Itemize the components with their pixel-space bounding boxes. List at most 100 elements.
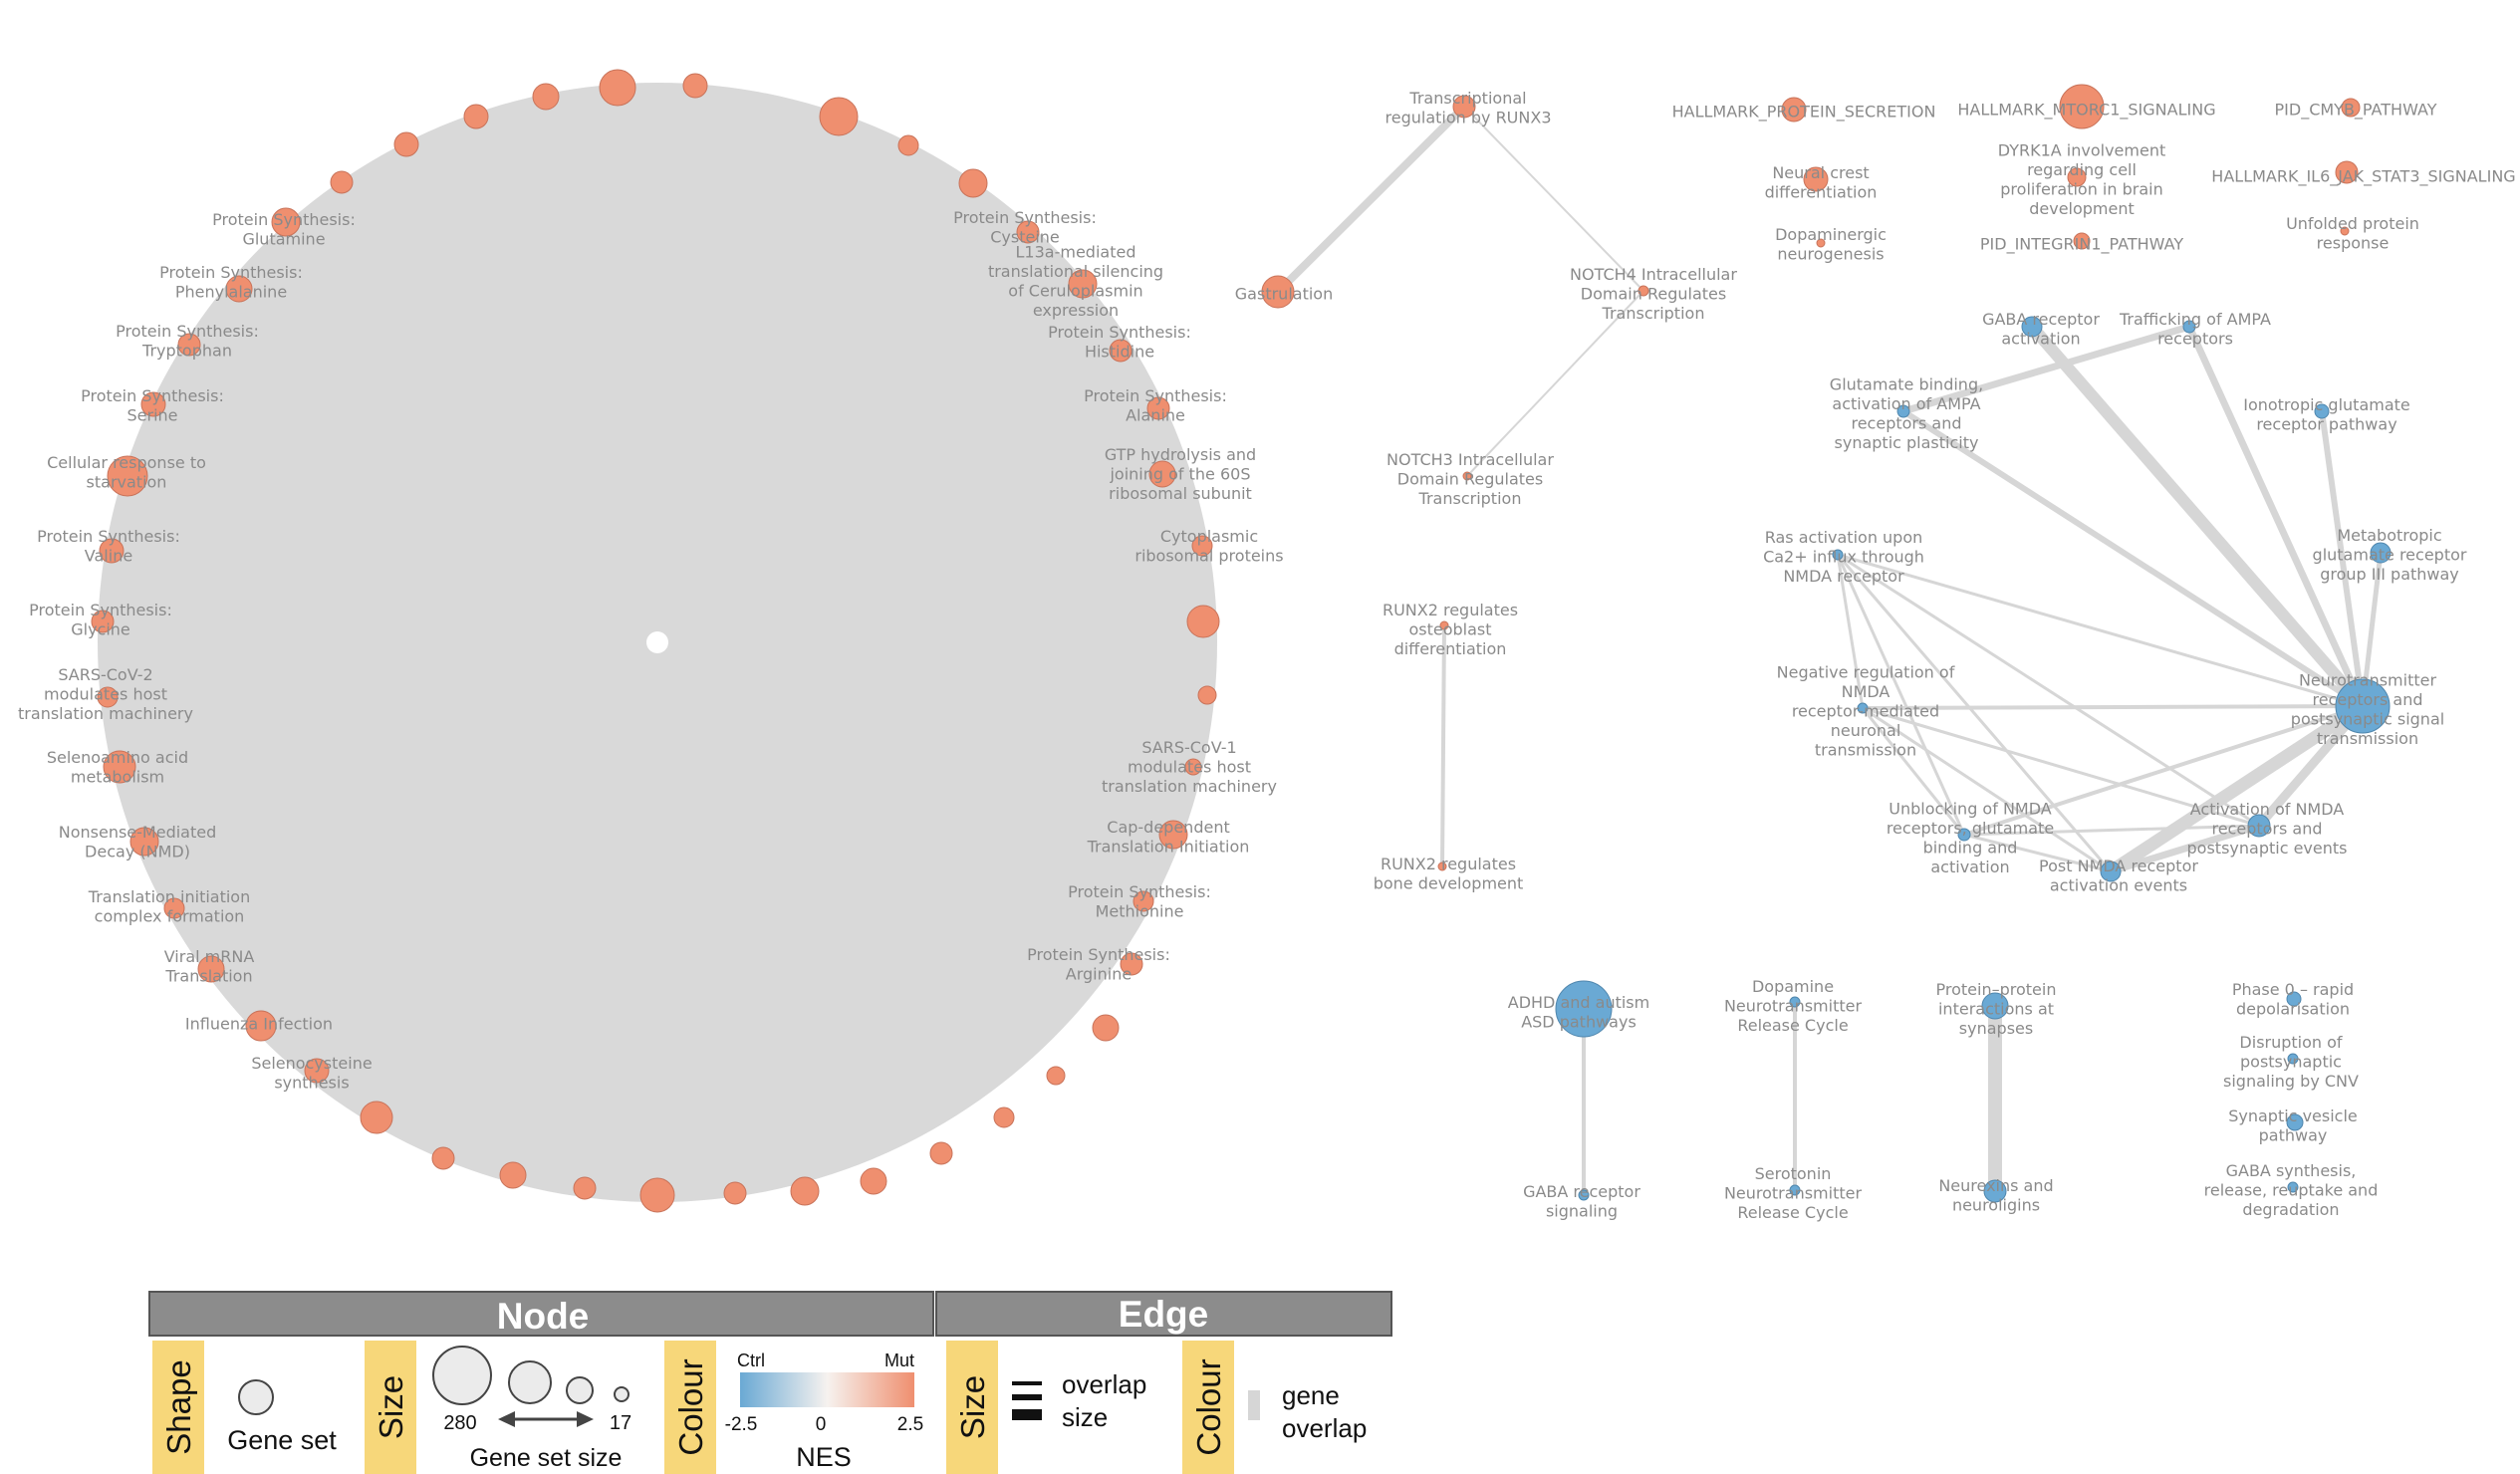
node-cluster-33 <box>129 827 159 857</box>
node-hallmark-protein-secretion <box>1781 97 1807 123</box>
node-cluster-42 <box>271 207 301 237</box>
node-cluster-39 <box>140 391 166 417</box>
label-network-24: Activation of NMDA receptors and postsynap… <box>2187 800 2348 858</box>
label-cluster-20: SARS-CoV-1 modulates host translation mach… <box>1102 738 1277 796</box>
label-cluster-19: Cytoplasmic ribosomal proteins <box>1134 527 1283 566</box>
legend-shape-circle <box>238 1379 274 1415</box>
label-cluster-23: Protein Synthesis: Arginine <box>1027 945 1170 984</box>
label-cluster-17: Protein Synthesis: Alanine <box>1084 386 1227 425</box>
legend-colour-tag-text: Colour <box>672 1358 709 1455</box>
legend-size-circle-small <box>566 1376 594 1404</box>
legend-gene-overlap-swatch <box>1248 1390 1260 1420</box>
legend-nes-max: 2.5 <box>897 1414 923 1435</box>
node-cluster-20 <box>929 1141 953 1165</box>
node-cluster-40 <box>177 333 201 357</box>
edge-iono-nt <box>2319 408 2366 709</box>
label-network-30: Protein–protein interactions at synapses <box>1936 980 2057 1038</box>
label-cluster-3: Protein Synthesis: Serine <box>81 386 224 425</box>
label-network-3: NOTCH3 Intracellular Domain Regulates Tran… <box>1386 450 1554 508</box>
cluster-center-marker <box>646 631 668 653</box>
legend-edge-size-tag <box>946 1341 998 1474</box>
legend: Node Edge Shape Gene set Size 280 17 Gen… <box>148 1291 1392 1474</box>
label-network-7: Neural crest differentiation <box>1765 163 1878 202</box>
node-cluster-5 <box>1016 220 1040 244</box>
node-cluster-37 <box>99 538 125 564</box>
edge-ras-act <box>1836 553 2261 828</box>
node-cluster-41 <box>225 275 253 303</box>
node-runx3 <box>1452 95 1476 119</box>
node-neurotransmitter <box>2335 678 2391 734</box>
legend-edge-size-tag-text: Size <box>954 1375 991 1439</box>
node-runx2-bone <box>1437 861 1447 871</box>
node-synaptic-vesicle <box>2286 1113 2304 1131</box>
legend-size-min: 17 <box>610 1412 631 1434</box>
label-network-32: Phase 0 – rapid depolarisation <box>2232 980 2354 1019</box>
node-dyrk1a <box>2067 167 2087 187</box>
node-cluster-44 <box>393 131 419 157</box>
node-cluster-36 <box>91 610 115 633</box>
legend-size-circle-large <box>432 1346 492 1405</box>
label-cluster-4: Cellular response to starvation <box>47 453 206 492</box>
edge-neg-unb <box>1861 706 1966 837</box>
label-network-12: PID_CMYB_PATHWAY <box>2275 101 2437 121</box>
label-network-28: Dopamine Neurotransmitter Release Cycle <box>1724 977 1863 1035</box>
node-notch3 <box>1462 471 1472 481</box>
edge-glu-traf <box>1899 323 2193 415</box>
label-network-21: Negative regulation of NMDA receptor-media… <box>1777 663 1955 760</box>
node-cluster-38 <box>107 455 148 497</box>
label-network-6: HALLMARK_PROTEIN_SECRETION <box>1672 103 1936 123</box>
node-cluster-29 <box>304 1058 330 1084</box>
label-cluster-2: Protein Synthesis: Tryptophan <box>116 322 259 361</box>
edge-neg-nt <box>1861 704 2365 710</box>
label-cluster-18: GTP hydrolysis and joining of the 60S ribo… <box>1105 445 1256 503</box>
label-network-1: Gastrulation <box>1235 285 1333 304</box>
edge-neg-post <box>1861 706 2113 873</box>
legend-node-header-text: Node <box>497 1296 590 1337</box>
node-pid-cmyb <box>2341 98 2361 118</box>
label-cluster-8: Selenoamino acid metabolism <box>47 748 188 787</box>
node-pid-integrin1 <box>2073 232 2091 250</box>
legend-edge-colour-tag-text: Colour <box>1190 1358 1227 1455</box>
node-cluster-14 <box>1158 820 1188 850</box>
node-cluster-7 <box>1109 339 1133 363</box>
label-cluster-22: Protein Synthesis: Methionine <box>1068 882 1211 921</box>
label-network-15: GABA receptor activation <box>1982 310 2100 349</box>
label-network-31: Neurexins and neuroligins <box>1938 1176 2053 1215</box>
node-cluster-28 <box>360 1101 393 1134</box>
legend-edge-header <box>935 1291 1392 1337</box>
edge-runx3-notch4 <box>1463 106 1644 292</box>
label-cluster-21: Cap-dependent Translation Initiation <box>1087 818 1250 857</box>
edges-layer <box>1274 103 2384 1198</box>
label-network-4: RUNX2 regulates osteoblast differentiation <box>1383 601 1518 658</box>
node-cluster-8 <box>1146 396 1170 420</box>
node-cluster-12 <box>1197 685 1217 705</box>
legend-nes-gradient <box>740 1372 914 1407</box>
edge-unb-post <box>1962 833 2113 873</box>
node-metabotropic <box>2370 542 2392 564</box>
label-network-11: PID_INTEGRIN1_PATHWAY <box>1980 235 2183 255</box>
node-unblocking <box>1957 828 1971 842</box>
node-ras-activation <box>1832 549 1844 561</box>
edge-neg-act <box>1861 706 2261 828</box>
legend-size-circle-medium <box>508 1360 552 1404</box>
legend-ctrl-label: Ctrl <box>737 1351 765 1370</box>
legend-node-header <box>148 1291 934 1337</box>
label-network-29: Serotonin Neurotransmitter Release Cycle <box>1724 1164 1863 1222</box>
node-gastrulation <box>1261 275 1295 309</box>
node-cluster-3 <box>897 134 919 156</box>
legend-colour-tag <box>664 1341 716 1474</box>
label-network-14: Unfolded protein response <box>2286 214 2419 253</box>
node-cluster-13 <box>1184 758 1202 776</box>
node-cluster-17 <box>1092 1014 1120 1042</box>
node-runx2-osteoblast <box>1439 620 1449 630</box>
node-hallmark-mtorc1 <box>2059 84 2105 129</box>
label-network-33: Disruption of postsynaptic signaling by CN… <box>2223 1033 2359 1091</box>
label-cluster-11: Viral mRNA Translation <box>164 947 255 986</box>
legend-size-circle-tiny <box>614 1386 630 1402</box>
node-cluster-15 <box>1133 890 1154 912</box>
label-network-22: Neurotransmitter receptors and postsynapti… <box>2291 670 2444 748</box>
label-cluster-9: Nonsense-Mediated Decay (NMD) <box>59 823 217 861</box>
node-cluster-6 <box>1068 269 1098 299</box>
label-network-16: Trafficking of AMPA receptors <box>2119 310 2271 349</box>
node-adhd <box>1555 980 1613 1038</box>
